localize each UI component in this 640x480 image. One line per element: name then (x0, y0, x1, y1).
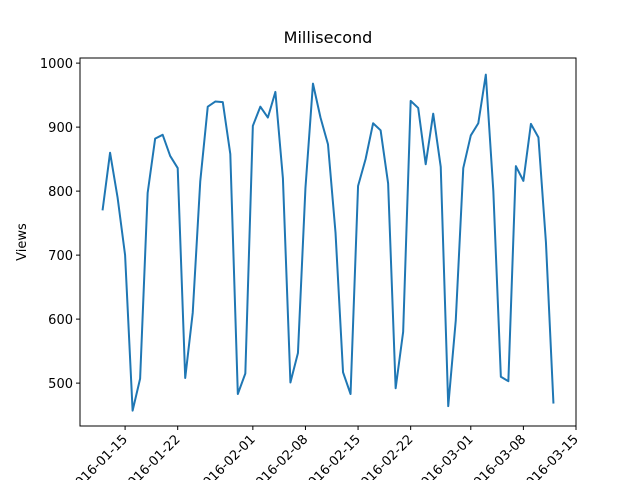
y-tick-label: 700 (48, 249, 73, 264)
x-tick-label: 2016-01-22 (119, 432, 183, 480)
x-tick-label: 2016-02-01 (195, 432, 259, 480)
y-tick-label: 800 (48, 185, 73, 200)
plot-frame (79, 57, 577, 427)
y-tick-label: 900 (48, 121, 73, 136)
x-tick-label: 2016-03-08 (465, 432, 529, 480)
chart-title: Millisecond (284, 28, 373, 47)
x-tick-label: 2016-03-15 (518, 432, 582, 480)
x-tick-label: 2016-02-15 (300, 432, 364, 480)
x-tick-label: 2016-03-01 (413, 432, 477, 480)
y-axis-label: Views (15, 223, 30, 261)
x-tick-label: 2016-01-15 (67, 432, 131, 480)
y-tick-label: 500 (48, 377, 73, 392)
x-tick-label: 2016-02-08 (247, 432, 311, 480)
y-tick-label: 600 (48, 313, 73, 328)
y-tick-label: 1000 (40, 57, 73, 72)
x-tick-label: 2016-02-22 (352, 432, 416, 480)
data-line (101, 73, 555, 412)
